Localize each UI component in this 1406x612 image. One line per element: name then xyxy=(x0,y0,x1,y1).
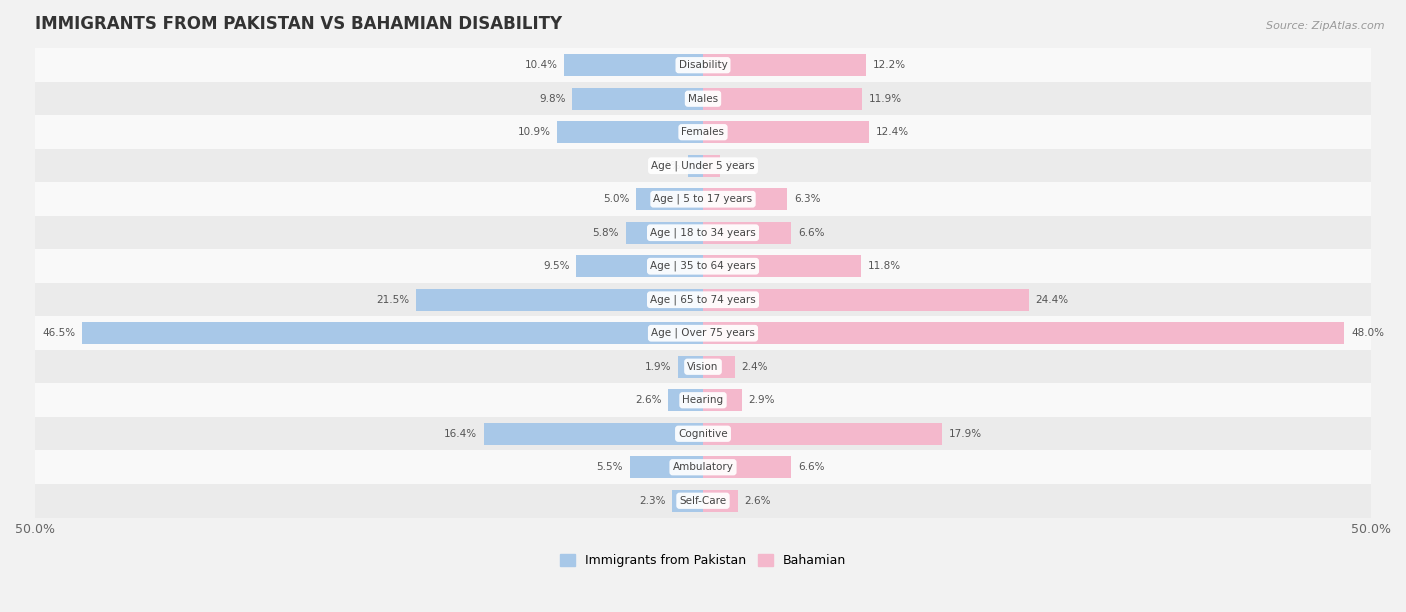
Text: Females: Females xyxy=(682,127,724,137)
Bar xyxy=(35,149,1371,182)
Text: 16.4%: 16.4% xyxy=(444,429,477,439)
Text: Hearing: Hearing xyxy=(682,395,724,405)
Text: Age | 35 to 64 years: Age | 35 to 64 years xyxy=(650,261,756,272)
Bar xyxy=(572,88,703,110)
Bar xyxy=(82,323,703,344)
Bar xyxy=(668,389,703,411)
Text: Self-Care: Self-Care xyxy=(679,496,727,506)
Text: 11.8%: 11.8% xyxy=(868,261,900,271)
Bar xyxy=(35,283,1371,316)
Text: Males: Males xyxy=(688,94,718,103)
Legend: Immigrants from Pakistan, Bahamian: Immigrants from Pakistan, Bahamian xyxy=(554,549,852,572)
Bar xyxy=(35,82,1371,116)
Text: 6.6%: 6.6% xyxy=(797,462,824,472)
Text: 5.5%: 5.5% xyxy=(596,462,623,472)
Text: 6.3%: 6.3% xyxy=(794,194,820,204)
Text: Age | 18 to 34 years: Age | 18 to 34 years xyxy=(650,228,756,238)
Bar xyxy=(672,490,703,512)
Text: Age | 65 to 74 years: Age | 65 to 74 years xyxy=(650,294,756,305)
Text: 1.9%: 1.9% xyxy=(644,362,671,371)
Bar xyxy=(636,188,703,210)
Text: Age | 5 to 17 years: Age | 5 to 17 years xyxy=(654,194,752,204)
Bar xyxy=(703,356,735,378)
Text: 9.5%: 9.5% xyxy=(543,261,569,271)
Bar xyxy=(703,389,742,411)
Text: 1.1%: 1.1% xyxy=(655,161,682,171)
Bar xyxy=(703,54,866,76)
Bar xyxy=(484,423,703,445)
Text: Cognitive: Cognitive xyxy=(678,429,728,439)
Text: 5.8%: 5.8% xyxy=(592,228,619,237)
Bar xyxy=(35,417,1371,450)
Bar xyxy=(35,350,1371,384)
Bar xyxy=(35,48,1371,82)
Bar xyxy=(678,356,703,378)
Bar xyxy=(703,289,1029,311)
Bar xyxy=(35,116,1371,149)
Text: 24.4%: 24.4% xyxy=(1036,295,1069,305)
Text: 2.4%: 2.4% xyxy=(742,362,768,371)
Text: Age | Over 75 years: Age | Over 75 years xyxy=(651,328,755,338)
Text: Ambulatory: Ambulatory xyxy=(672,462,734,472)
Bar xyxy=(703,255,860,277)
Text: 17.9%: 17.9% xyxy=(949,429,981,439)
Text: 5.0%: 5.0% xyxy=(603,194,630,204)
Text: 2.9%: 2.9% xyxy=(748,395,775,405)
Bar xyxy=(689,155,703,177)
Bar xyxy=(557,121,703,143)
Text: 12.2%: 12.2% xyxy=(873,60,905,70)
Text: 2.6%: 2.6% xyxy=(636,395,662,405)
Bar xyxy=(35,216,1371,250)
Text: 11.9%: 11.9% xyxy=(869,94,901,103)
Bar xyxy=(703,155,720,177)
Text: 10.9%: 10.9% xyxy=(517,127,551,137)
Bar xyxy=(703,121,869,143)
Text: 12.4%: 12.4% xyxy=(876,127,908,137)
Bar xyxy=(576,255,703,277)
Bar xyxy=(703,423,942,445)
Bar xyxy=(35,182,1371,216)
Text: 48.0%: 48.0% xyxy=(1351,328,1384,338)
Bar xyxy=(416,289,703,311)
Bar xyxy=(35,316,1371,350)
Text: 9.8%: 9.8% xyxy=(538,94,565,103)
Text: 2.6%: 2.6% xyxy=(744,496,770,506)
Bar xyxy=(703,323,1344,344)
Text: Disability: Disability xyxy=(679,60,727,70)
Text: Vision: Vision xyxy=(688,362,718,371)
Text: 46.5%: 46.5% xyxy=(42,328,75,338)
Text: 2.3%: 2.3% xyxy=(640,496,665,506)
Bar xyxy=(626,222,703,244)
Text: 6.6%: 6.6% xyxy=(797,228,824,237)
Bar xyxy=(703,188,787,210)
Bar xyxy=(703,457,792,478)
Bar xyxy=(35,384,1371,417)
Bar xyxy=(35,250,1371,283)
Text: Age | Under 5 years: Age | Under 5 years xyxy=(651,160,755,171)
Bar xyxy=(564,54,703,76)
Text: 21.5%: 21.5% xyxy=(375,295,409,305)
Bar xyxy=(35,450,1371,484)
Bar xyxy=(35,484,1371,518)
Text: 10.4%: 10.4% xyxy=(524,60,557,70)
Text: IMMIGRANTS FROM PAKISTAN VS BAHAMIAN DISABILITY: IMMIGRANTS FROM PAKISTAN VS BAHAMIAN DIS… xyxy=(35,15,562,33)
Text: Source: ZipAtlas.com: Source: ZipAtlas.com xyxy=(1267,21,1385,31)
Bar xyxy=(703,222,792,244)
Bar xyxy=(630,457,703,478)
Bar xyxy=(703,490,738,512)
Text: 1.3%: 1.3% xyxy=(727,161,754,171)
Bar xyxy=(703,88,862,110)
